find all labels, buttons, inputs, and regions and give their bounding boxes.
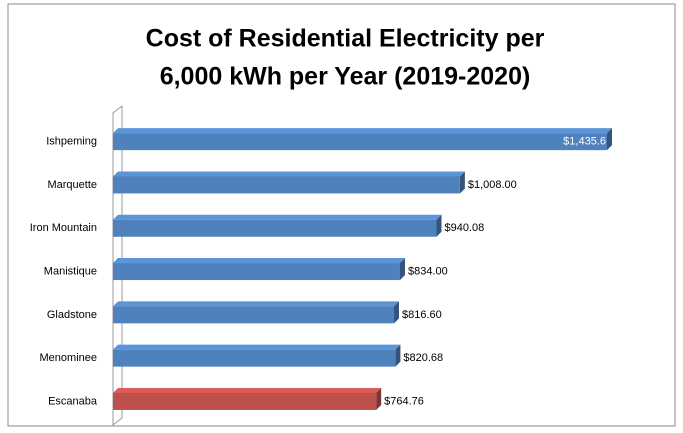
- y-tick-label: Menominee: [40, 352, 97, 364]
- bar-end: [393, 301, 399, 324]
- bar-top: [113, 258, 405, 264]
- bar: [113, 176, 460, 194]
- y-tick-label: Marquette: [47, 179, 97, 191]
- bar-top: [113, 301, 399, 307]
- bar: [113, 263, 400, 281]
- bar-end: [436, 214, 442, 237]
- bar-end: [376, 387, 382, 410]
- bar: [113, 349, 396, 367]
- chart-title: Cost of Residential Electricity per: [146, 25, 545, 53]
- y-tick-label: Manistique: [44, 265, 97, 277]
- y-tick-label: Iron Mountain: [30, 222, 97, 234]
- y-tick-label: Gladstone: [47, 309, 97, 321]
- value-label: $816.60: [402, 309, 442, 321]
- bar-top: [113, 171, 465, 177]
- chart-title: 6,000 kWh per Year (2019-2020): [160, 63, 531, 91]
- value-label: $1,008.00: [468, 179, 517, 191]
- bar-top: [113, 344, 401, 350]
- bar: [113, 306, 394, 324]
- bar-end: [459, 171, 465, 194]
- bar-end: [399, 258, 405, 281]
- bar: [113, 392, 377, 410]
- bar: [113, 219, 437, 237]
- bar-end: [607, 128, 612, 151]
- value-label: $834.00: [408, 265, 448, 277]
- bar-top: [113, 128, 612, 134]
- bar-end: [395, 344, 401, 367]
- bar-top: [113, 387, 382, 393]
- y-tick-label: Escanaba: [48, 395, 98, 407]
- value-label: $1,435.6: [563, 136, 606, 148]
- value-label: $820.68: [403, 352, 443, 364]
- bar-top: [113, 214, 442, 220]
- value-label: $764.76: [384, 395, 424, 407]
- value-label: $940.08: [444, 222, 484, 234]
- bar: [113, 133, 607, 151]
- y-tick-label: Ishpeming: [46, 136, 97, 148]
